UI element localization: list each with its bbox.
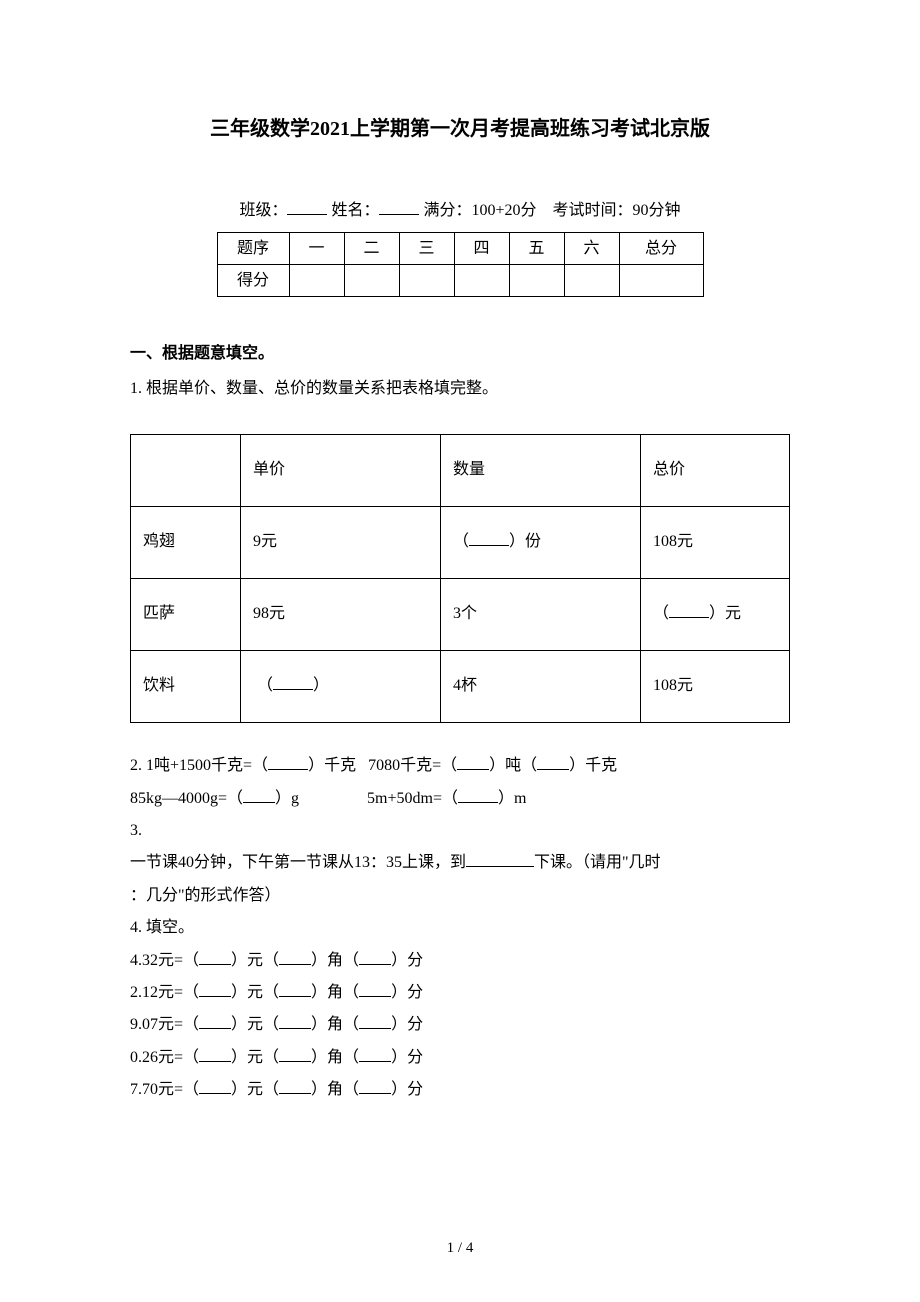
- duration-label: 考试时间：: [553, 202, 633, 219]
- data-cell: 108元: [641, 651, 790, 723]
- q4-item: 2.12元=（）元（）角（）分: [130, 978, 790, 1008]
- data-cell: 匹萨: [131, 579, 241, 651]
- question-3-num: 3.: [130, 816, 790, 846]
- class-label: 班级：: [239, 202, 287, 219]
- header-cell: 总价: [641, 435, 790, 507]
- data-cell: 4杯: [441, 651, 641, 723]
- full-marks-label: 满分：: [423, 202, 471, 219]
- question-1: 1. 根据单价、数量、总价的数量关系把表格填完整。: [130, 374, 790, 404]
- header-cell: 数量: [441, 435, 641, 507]
- name-label: 姓名：: [331, 202, 379, 219]
- data-cell: 108元: [641, 507, 790, 579]
- score-cell: [344, 265, 399, 297]
- data-cell: 9元: [241, 507, 441, 579]
- score-header-cell: 一: [289, 233, 344, 265]
- page-number: 1 / 4: [0, 1234, 920, 1263]
- table-row: 得分: [217, 265, 703, 297]
- score-cell: [509, 265, 564, 297]
- section-heading: 一、根据题意填空。: [130, 339, 790, 369]
- class-blank: [287, 214, 327, 215]
- score-row-label: 得分: [217, 265, 289, 297]
- score-cell: [619, 265, 703, 297]
- question-2-line1: 2. 1吨+1500千克=（）千克 7080千克=（）吨（）千克: [130, 751, 790, 781]
- data-cell: 饮料: [131, 651, 241, 723]
- q3-text-b: 下课。（请用"几时: [534, 854, 661, 871]
- question-2-line2: 85kg—4000g=（）g 5m+50dm=（）m: [130, 784, 790, 814]
- score-header-cell: 总分: [619, 233, 703, 265]
- question-3-line2: ：几分"的形式作答）: [130, 881, 790, 911]
- data-cell: 98元: [241, 579, 441, 651]
- score-header-cell: 二: [344, 233, 399, 265]
- table-row: 饮料 （） 4杯 108元: [131, 651, 790, 723]
- question-3-line1: 一节课40分钟，下午第一节课从13：35上课，到 下课。（请用"几时: [130, 848, 790, 878]
- full-marks-value: 100+20分: [471, 202, 536, 219]
- score-header-cell: 题序: [217, 233, 289, 265]
- table-row: 匹萨 98元 3个 （）元: [131, 579, 790, 651]
- price-table: 单价 数量 总价 鸡翅 9元 （）份 108元 匹萨 98元 3个 （）元 饮料…: [130, 434, 790, 723]
- table-row: 题序 一 二 三 四 五 六 总分: [217, 233, 703, 265]
- header-cell: [131, 435, 241, 507]
- score-cell: [454, 265, 509, 297]
- name-blank: [379, 214, 419, 215]
- table-row: 单价 数量 总价: [131, 435, 790, 507]
- score-header-cell: 四: [454, 233, 509, 265]
- score-table: 题序 一 二 三 四 五 六 总分 得分: [217, 232, 704, 297]
- data-cell: （）元: [641, 579, 790, 651]
- score-cell: [564, 265, 619, 297]
- data-cell: （）份: [441, 507, 641, 579]
- exam-info-line: 班级： 姓名： 满分：100+20分 考试时间：90分钟: [130, 196, 790, 226]
- question-4-title: 4. 填空。: [130, 913, 790, 943]
- data-cell: 鸡翅: [131, 507, 241, 579]
- score-cell: [289, 265, 344, 297]
- score-cell: [399, 265, 454, 297]
- data-cell: 3个: [441, 579, 641, 651]
- q4-item: 7.70元=（）元（）角（）分: [130, 1075, 790, 1105]
- header-cell: 单价: [241, 435, 441, 507]
- score-header-cell: 五: [509, 233, 564, 265]
- data-cell: （）: [241, 651, 441, 723]
- score-header-cell: 三: [399, 233, 454, 265]
- q4-item: 0.26元=（）元（）角（）分: [130, 1043, 790, 1073]
- q3-text-a: 一节课40分钟，下午第一节课从13：35上课，到: [130, 854, 466, 871]
- duration-value: 90分钟: [633, 202, 681, 219]
- table-row: 鸡翅 9元 （）份 108元: [131, 507, 790, 579]
- page-title: 三年级数学2021上学期第一次月考提高班练习考试北京版: [130, 110, 790, 148]
- score-header-cell: 六: [564, 233, 619, 265]
- q4-item: 4.32元=（）元（）角（）分: [130, 946, 790, 976]
- q4-item: 9.07元=（）元（）角（）分: [130, 1010, 790, 1040]
